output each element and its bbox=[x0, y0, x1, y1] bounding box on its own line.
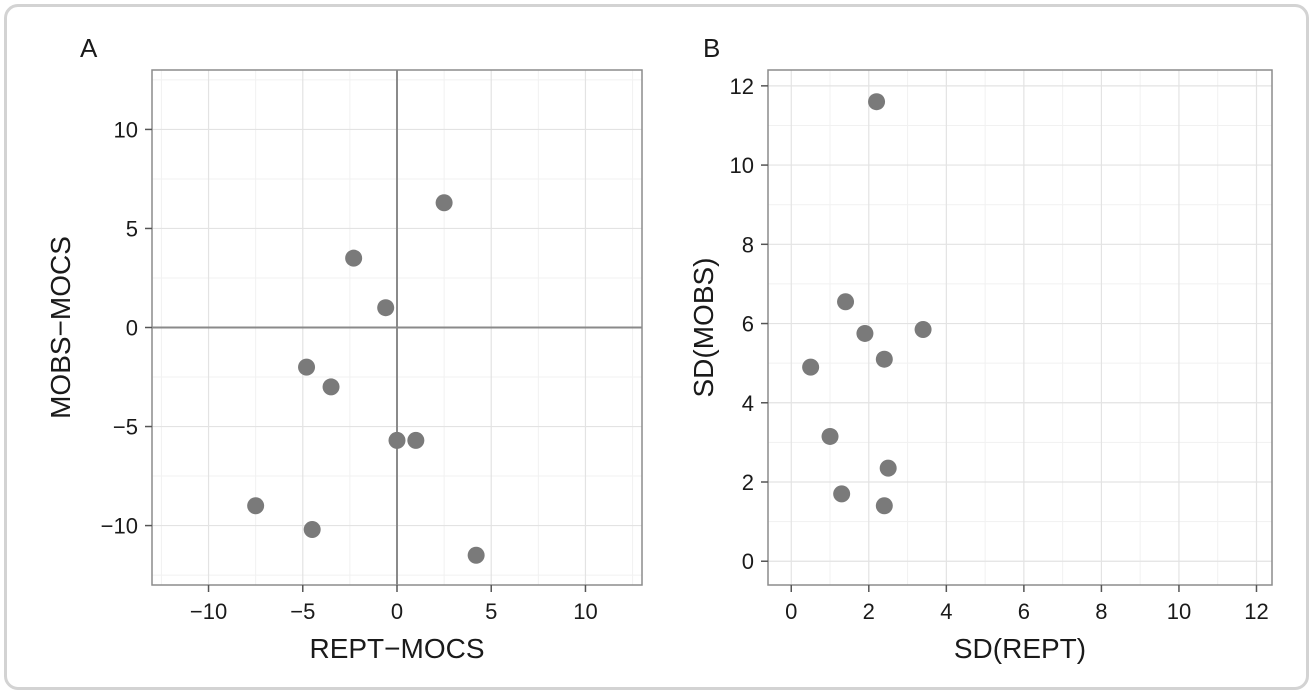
panel-a-data-point bbox=[247, 497, 265, 515]
panel-b-x-tick-label: 8 bbox=[1095, 599, 1107, 624]
panel-a-data-point bbox=[435, 194, 453, 212]
panel-label-b: B bbox=[703, 33, 720, 63]
panel-b-scatter: 0 2 4 6 8 10 12 0 2 4 6 8 10 12 SD(REPT) SD(MOBS) bbox=[688, 69, 1273, 664]
panel-a-data-point bbox=[407, 431, 425, 449]
panel-b-y-tick-label: 4 bbox=[742, 391, 754, 416]
panel-a-data-point bbox=[303, 521, 321, 539]
panel-a-scatter: −10 −5 0 5 10 −10 −5 0 5 10 REPT−MOCS MOBS−MOCS bbox=[45, 69, 643, 664]
panel-b-plot-border bbox=[767, 69, 1273, 586]
panel-a-y-tick-label: 0 bbox=[126, 316, 138, 341]
panel-b-y-tick-label: 8 bbox=[742, 232, 754, 257]
panel-b-y-tick-label: 6 bbox=[742, 312, 754, 337]
panel-b-x-tick-label: 10 bbox=[1167, 599, 1191, 624]
panel-b-data-point bbox=[879, 459, 897, 477]
panel-a-data-point bbox=[467, 546, 485, 564]
panel-a-data-point bbox=[298, 358, 316, 376]
panel-b-plot-area bbox=[768, 70, 1272, 585]
panel-b-x-tick-label: 0 bbox=[785, 599, 797, 624]
panel-b-x-tick-label: 12 bbox=[1244, 599, 1268, 624]
panel-b-data-point bbox=[875, 497, 893, 515]
panel-a-data-point bbox=[322, 378, 340, 396]
panel-a-data-point bbox=[345, 249, 363, 267]
panel-b-y-tick-label: 10 bbox=[730, 153, 754, 178]
panel-b-y-axis-title: SD(MOBS) bbox=[688, 258, 719, 398]
panel-a-data-point bbox=[388, 431, 406, 449]
panel-a-data-point bbox=[377, 299, 395, 317]
panel-a-y-tick-label: −5 bbox=[113, 415, 138, 440]
panel-b-data-point bbox=[833, 485, 851, 503]
panel-b-x-tick-label: 6 bbox=[1018, 599, 1030, 624]
panel-b-x-tick-label: 4 bbox=[940, 599, 952, 624]
panel-a-x-tick-label: 0 bbox=[391, 599, 403, 624]
panel-b-data-point bbox=[856, 324, 874, 342]
panel-b-data-point bbox=[802, 358, 820, 376]
panel-b-y-tick-label: 12 bbox=[730, 74, 754, 99]
panel-b-data-point bbox=[821, 427, 839, 445]
panel-a-x-tick-label: −10 bbox=[190, 599, 227, 624]
panel-a-y-tick-label: 10 bbox=[114, 117, 138, 142]
panel-a-x-tick-label: −5 bbox=[290, 599, 315, 624]
panel-b-x-tick-label: 2 bbox=[863, 599, 875, 624]
panel-b-y-tick-label: 2 bbox=[742, 470, 754, 495]
panel-b-data-point bbox=[868, 93, 886, 111]
panel-a-y-tick-label: 5 bbox=[126, 216, 138, 241]
panel-label-a: A bbox=[80, 33, 98, 63]
panel-a-x-tick-label: 5 bbox=[485, 599, 497, 624]
panel-b-x-axis-title: SD(REPT) bbox=[954, 633, 1086, 664]
panel-b-data-point bbox=[914, 320, 932, 338]
panel-a-y-tick-label: −10 bbox=[101, 514, 138, 539]
panel-a-x-tick-label: 10 bbox=[573, 599, 597, 624]
panel-b-data-point bbox=[875, 350, 893, 368]
panel-b-data-point bbox=[837, 293, 855, 311]
panel-a-y-axis-title: MOBS−MOCS bbox=[45, 236, 76, 419]
panel-b-y-tick-label: 0 bbox=[742, 549, 754, 574]
panel-a-x-axis-title: REPT−MOCS bbox=[309, 633, 484, 664]
